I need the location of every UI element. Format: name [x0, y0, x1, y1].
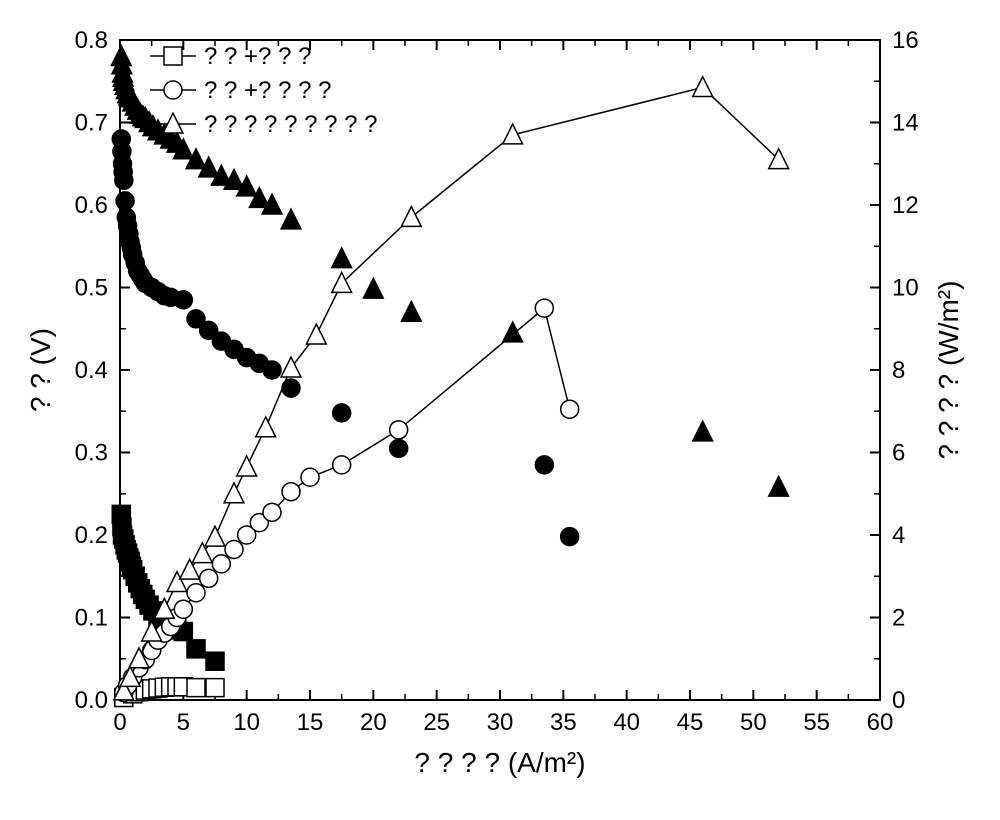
yleft-tick-label: 0.8	[75, 27, 108, 54]
x-tick-label: 35	[550, 709, 577, 736]
x-tick-label: 50	[740, 709, 767, 736]
yright-tick-label: 12	[892, 192, 919, 219]
yleft-tick-label: 0.3	[75, 440, 108, 467]
yright-tick-label: 2	[892, 605, 905, 632]
yright-tick-label: 4	[892, 522, 905, 549]
legend: ? ? +? ? ? ? ? +? ? ? ? ? ? ? ? ? ? ? ? ?	[150, 43, 377, 138]
yleft-tick-label: 0.7	[75, 110, 108, 137]
yright-tick-label: 0	[892, 687, 905, 714]
x-tick-label: 60	[867, 709, 894, 736]
x-tick-label: 5	[177, 709, 190, 736]
chart-container: 0510152025303540455055600.00.10.20.30.40…	[0, 0, 1000, 820]
yleft-axis-label: ? ? (V)	[25, 328, 56, 412]
x-tick-label: 20	[360, 709, 387, 736]
x-tick-label: 10	[233, 709, 260, 736]
yright-tick-label: 8	[892, 357, 905, 384]
yright-tick-label: 6	[892, 440, 905, 467]
yright-tick-label: 10	[892, 275, 919, 302]
x-axis-label: ? ? ? ? (A/m²)	[414, 747, 585, 778]
x-tick-label: 30	[487, 709, 514, 736]
plot-frame	[120, 40, 880, 700]
legend-item-label: ? ? +? ? ? ?	[204, 77, 331, 104]
legend-item-label: ? ? ? ? ? ? ? ? ?	[204, 111, 377, 138]
yleft-tick-label: 0.6	[75, 192, 108, 219]
x-tick-label: 40	[613, 709, 640, 736]
legend-item-label: ? ? +? ? ?	[204, 43, 311, 70]
chart-svg: 0510152025303540455055600.00.10.20.30.40…	[0, 0, 1000, 820]
yleft-tick-label: 0.4	[75, 357, 108, 384]
yright-tick-label: 16	[892, 27, 919, 54]
x-tick-label: 15	[297, 709, 324, 736]
x-tick-label: 55	[803, 709, 830, 736]
yleft-tick-label: 0.1	[75, 605, 108, 632]
x-tick-label: 25	[423, 709, 450, 736]
yright-axis-label: ? ? ? ? (W/m²)	[933, 281, 964, 460]
yright-tick-label: 14	[892, 110, 919, 137]
yleft-tick-label: 0.0	[75, 687, 108, 714]
yleft-tick-label: 0.5	[75, 275, 108, 302]
x-tick-label: 0	[113, 709, 126, 736]
yleft-tick-label: 0.2	[75, 522, 108, 549]
x-tick-label: 45	[677, 709, 704, 736]
